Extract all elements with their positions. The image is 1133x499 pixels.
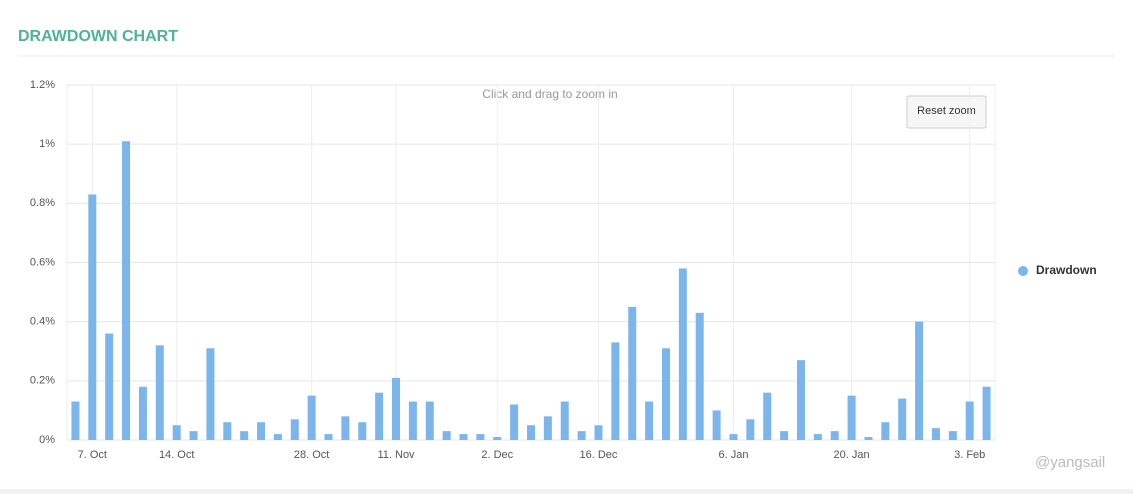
bar	[341, 416, 350, 440]
bar	[155, 345, 164, 440]
bar	[493, 437, 502, 440]
bar	[307, 395, 316, 440]
bar	[948, 431, 957, 440]
reset-zoom-box[interactable]	[906, 95, 987, 129]
bar	[864, 437, 873, 440]
bar	[847, 395, 856, 440]
x-tick-label: 16. Dec	[580, 449, 618, 461]
bar	[189, 431, 198, 440]
bar	[881, 422, 890, 440]
bar	[645, 401, 654, 440]
bar	[611, 342, 620, 440]
bar	[257, 422, 266, 440]
bar	[712, 410, 721, 440]
x-tick-label: 14. Oct	[159, 449, 194, 461]
bar	[527, 425, 535, 440]
y-tick-label: 1%	[39, 138, 55, 150]
bar	[628, 306, 637, 440]
bar	[813, 434, 822, 440]
bar	[408, 401, 417, 440]
x-tick-label: 7. Oct	[78, 449, 107, 461]
bar	[392, 377, 401, 440]
bar	[88, 194, 97, 440]
bar	[796, 360, 805, 440]
bar	[594, 425, 603, 440]
x-tick-label: 11. Nov	[377, 449, 415, 461]
zoom-hint: Click and drag to zoom in	[482, 87, 617, 101]
reset-zoom-label[interactable]: Reset zoom	[917, 105, 976, 117]
bar	[729, 434, 738, 440]
bar	[510, 404, 519, 440]
bar	[898, 398, 907, 440]
bar	[223, 422, 232, 440]
bar	[459, 434, 468, 440]
bar	[661, 348, 670, 440]
y-tick-label: 1.2%	[30, 79, 55, 91]
bar	[965, 401, 974, 440]
y-tick-label: 0.2%	[30, 375, 55, 387]
y-tick-label: 0%	[39, 434, 55, 446]
bar	[290, 419, 299, 440]
bar	[358, 422, 367, 440]
y-tick-label: 0.6%	[30, 256, 55, 268]
bar	[71, 401, 80, 440]
bar	[476, 434, 485, 440]
reset-zoom-button[interactable]: Reset zoom	[906, 95, 987, 129]
bar	[560, 401, 569, 440]
bar	[375, 392, 384, 440]
bar	[543, 416, 552, 440]
bar	[324, 434, 333, 440]
bar	[678, 268, 687, 440]
bar	[577, 431, 586, 440]
bar	[105, 333, 114, 440]
bar	[138, 386, 147, 440]
legend-marker	[1018, 266, 1028, 276]
x-tick-label: 6. Jan	[718, 449, 748, 461]
x-tick-label: 2. Dec	[481, 449, 513, 461]
watermark: @yangsail	[1035, 454, 1105, 471]
legend-label: Drawdown	[1036, 263, 1097, 277]
page-title: DRAWDOWN CHART	[18, 28, 178, 45]
bar	[273, 434, 282, 440]
bar	[780, 431, 789, 440]
bar	[425, 401, 434, 440]
bar	[746, 419, 755, 440]
bar	[240, 431, 249, 440]
bar	[695, 312, 704, 440]
y-tick-label: 0.4%	[30, 316, 55, 328]
y-tick-label: 0.8%	[30, 197, 55, 209]
bar	[915, 321, 924, 440]
x-tick-label: 28. Oct	[294, 449, 329, 461]
x-tick-label: 20. Jan	[834, 449, 870, 461]
bar	[206, 348, 215, 440]
bar	[172, 425, 181, 440]
bar	[982, 386, 991, 440]
x-tick-label: 3. Feb	[954, 449, 985, 461]
bottom-strip	[0, 489, 1133, 494]
bar	[830, 431, 839, 440]
bar	[442, 431, 451, 440]
bar	[931, 428, 940, 440]
bar	[122, 141, 131, 441]
bar	[763, 392, 772, 440]
